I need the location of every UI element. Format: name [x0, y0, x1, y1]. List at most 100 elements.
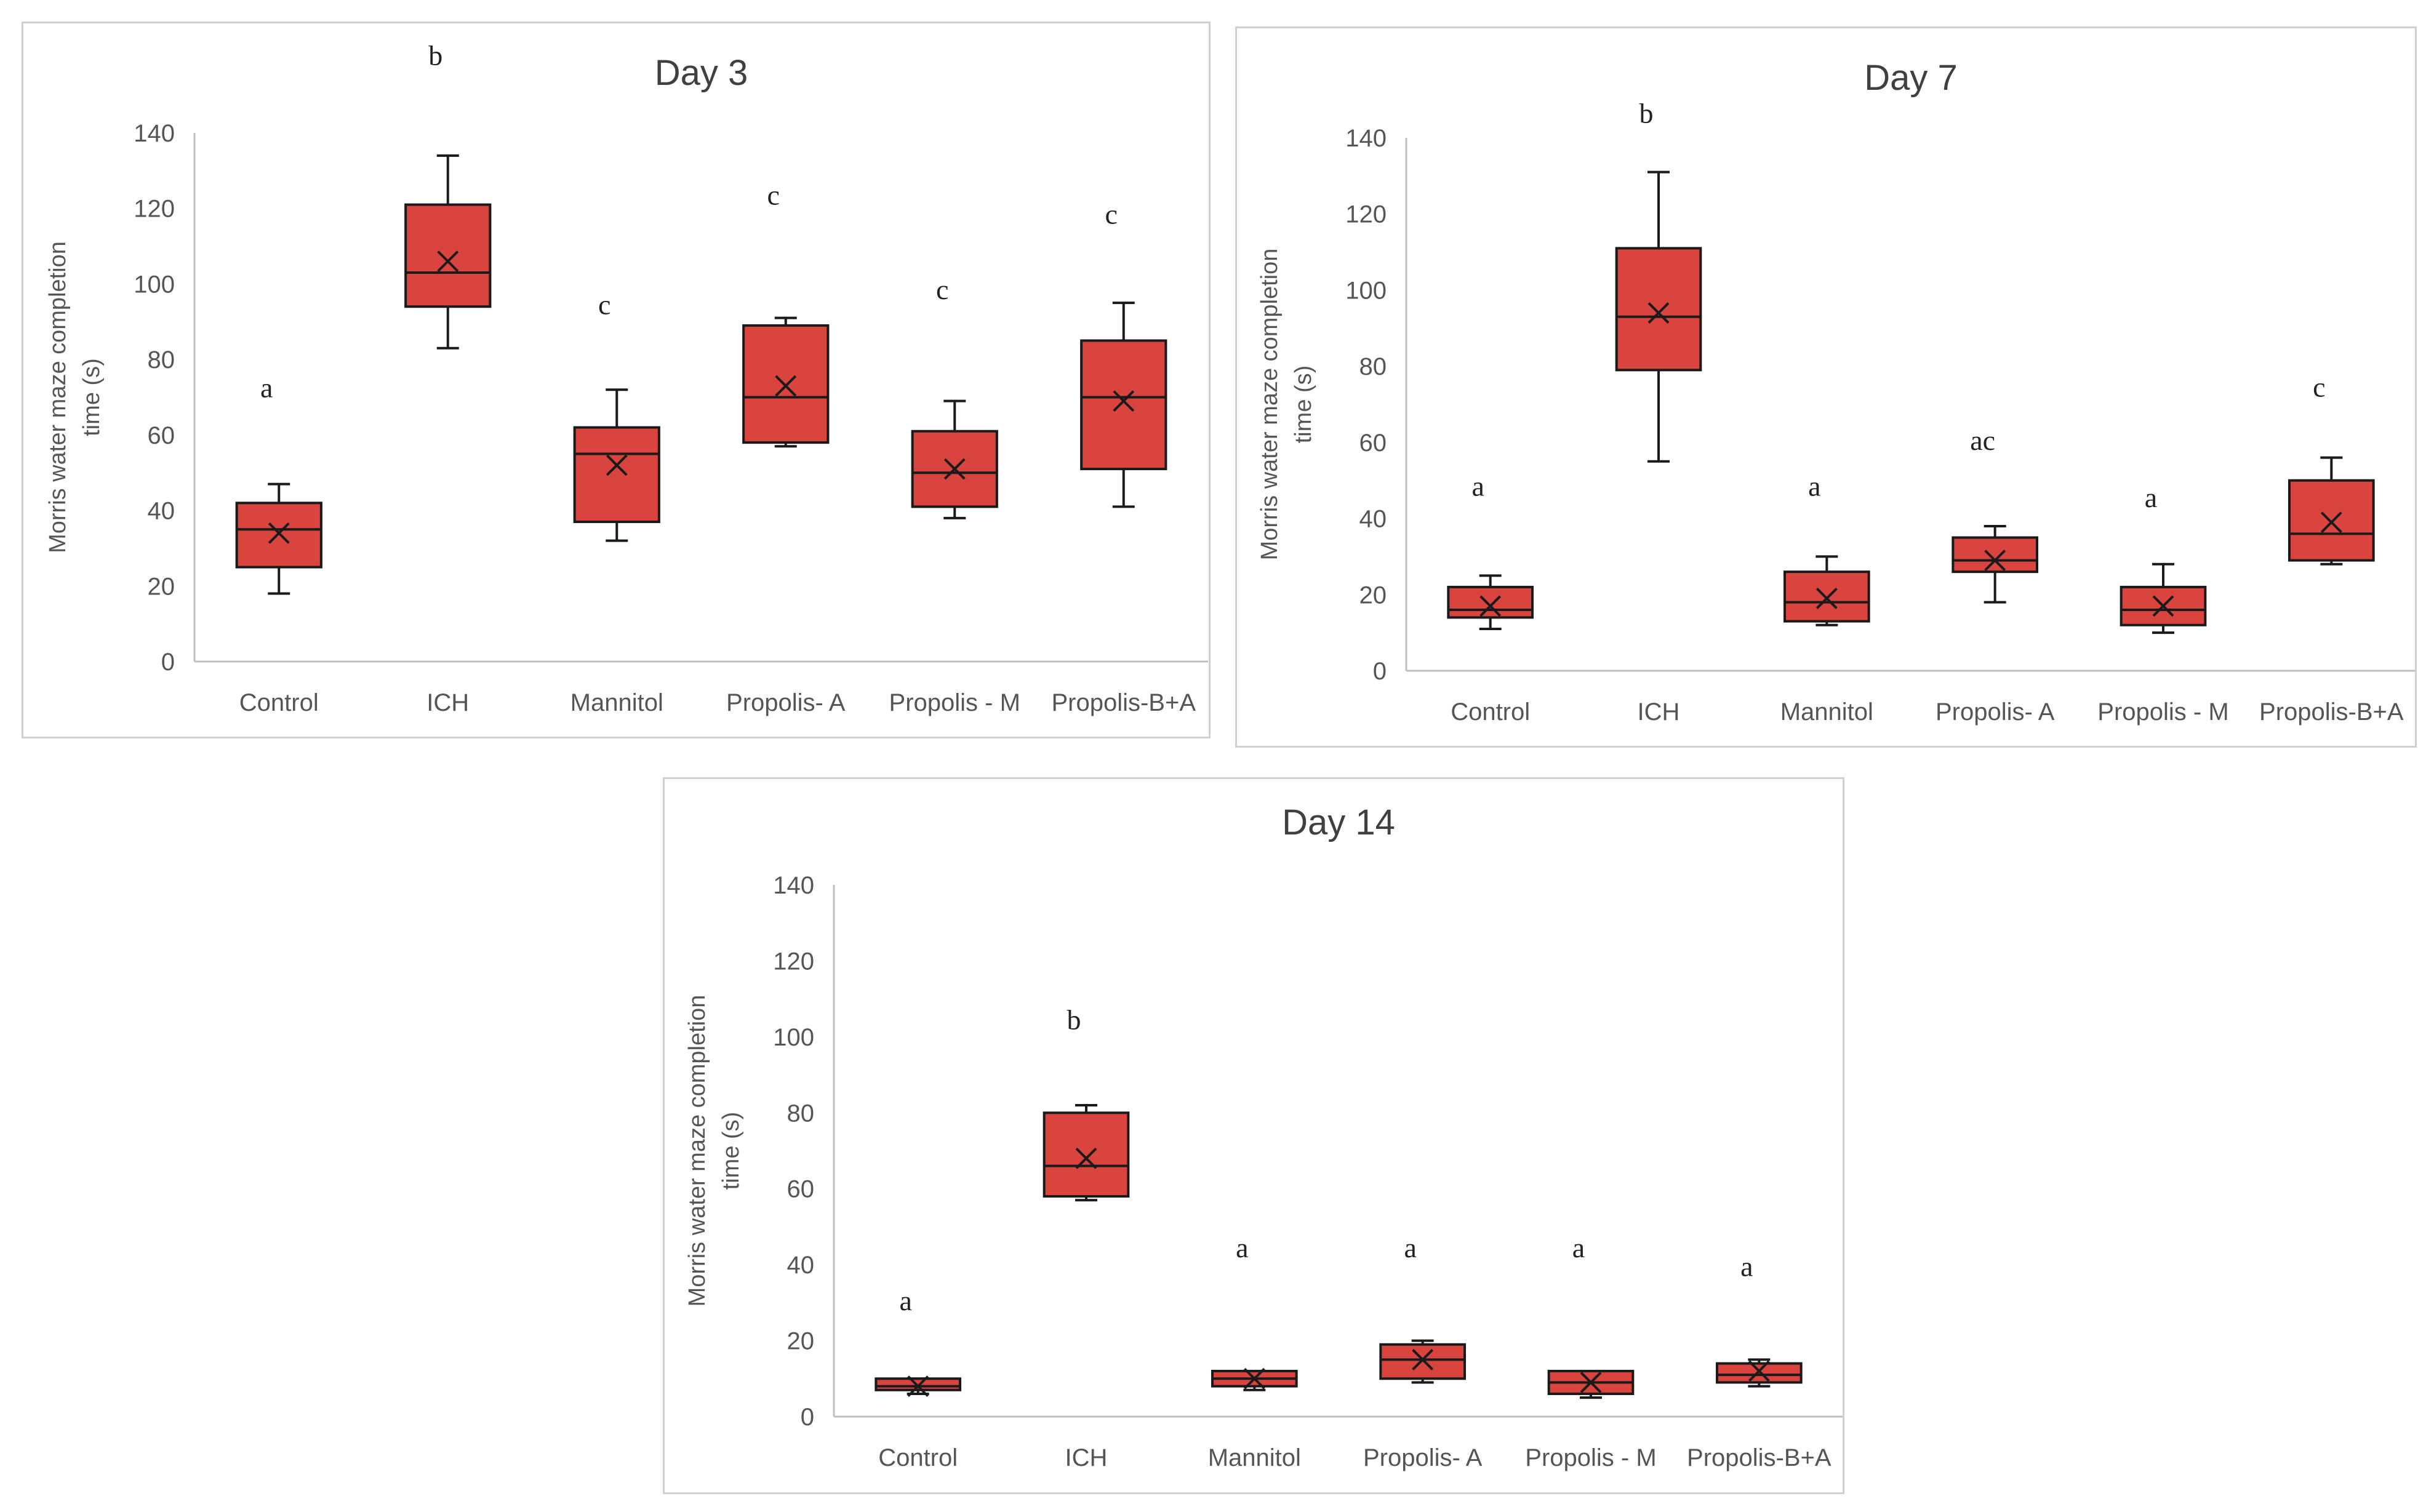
x-tick-label: Control: [239, 689, 319, 716]
y-tick-label: 120: [134, 196, 175, 223]
x-tick-label: Propolis - M: [1525, 1444, 1656, 1471]
box-iqr: [1952, 536, 2039, 574]
y-tick-label: 140: [134, 120, 175, 147]
mean-marker: [1984, 550, 2006, 572]
mean-marker: [437, 250, 459, 273]
y-tick-label: 0: [1373, 658, 1387, 685]
y-tick-label: 60: [1359, 430, 1387, 457]
y-tick-label: 60: [148, 422, 175, 449]
significance-label: c: [598, 289, 611, 321]
box-plot: [911, 399, 998, 519]
y-axis-label: Morris water maze completion: [1257, 249, 1283, 561]
x-tick-label: Propolis-B+A: [1051, 689, 1196, 716]
y-tick-label: 60: [787, 1176, 815, 1203]
y-axis-label: time (s): [1291, 366, 1316, 444]
y-tick-label: 20: [148, 573, 175, 600]
box-plot: [2288, 456, 2375, 566]
box-plot: [1447, 574, 1534, 630]
y-tick-label: 120: [773, 948, 814, 975]
significance-label: b: [1639, 97, 1654, 129]
mean-marker: [1815, 588, 1838, 609]
box-plot: [2120, 562, 2207, 634]
box-iqr: [1716, 1362, 1803, 1384]
box-iqr: [2288, 479, 2375, 562]
y-tick-label: 20: [787, 1328, 815, 1355]
significance-label: ac: [1970, 425, 1995, 456]
box-plot: [1952, 524, 2039, 604]
significance-label: a: [2145, 482, 2157, 513]
x-tick-label: Control: [878, 1444, 958, 1471]
box-plot: [1379, 1339, 1467, 1384]
y-tick-label: 0: [801, 1404, 814, 1431]
box-plot: [1043, 1103, 1130, 1202]
significance-label: a: [1740, 1251, 1753, 1282]
significance-label: a: [1471, 470, 1484, 502]
y-axis-label: time (s): [79, 358, 105, 436]
box-plot: [1080, 302, 1167, 508]
box-iqr: [1615, 247, 1702, 372]
box-plot: [1783, 555, 1870, 626]
mean-marker: [1075, 1147, 1097, 1169]
y-axis-label: time (s): [718, 1112, 744, 1190]
y-tick-label: 100: [773, 1024, 814, 1051]
chart-title: Day 14: [1282, 802, 1395, 842]
box-iqr: [1080, 339, 1167, 471]
mean-marker: [1113, 390, 1135, 412]
y-tick-label: 0: [161, 649, 175, 676]
mean-marker: [943, 458, 966, 480]
y-axis-label: Morris water maze completion: [45, 241, 71, 553]
box-plot: [1547, 1369, 1635, 1399]
y-tick-label: 20: [1359, 582, 1387, 609]
mean-marker: [1647, 302, 1670, 324]
significance-label: c: [2313, 372, 2325, 403]
x-tick-label: ICH: [1065, 1444, 1108, 1471]
box-plot: [573, 388, 660, 542]
chart-svg: Day 14 0 20 40 60 80 100 120 140 Morris water maz…: [684, 802, 1843, 1471]
mean-marker: [1580, 1372, 1602, 1393]
box-plot: [1615, 170, 1702, 463]
mean-marker: [907, 1375, 929, 1398]
x-tick-label: Propolis-B+A: [2259, 698, 2404, 726]
chart-day-3: Day 3 0 20 40 60 80 100 120 140 Morris water maze…: [22, 22, 1211, 738]
chart-svg: Day 3 0 20 40 60 80 100 120 140 Morris water maze…: [45, 40, 1208, 716]
mean-marker: [268, 522, 290, 544]
mean-marker: [606, 454, 628, 476]
x-tick-label: Mannitol: [1208, 1444, 1301, 1471]
mean-marker: [775, 375, 797, 397]
chart-day-7: Day 7 0 20 40 60 80 100 120 140 Morris water maze…: [1235, 26, 2417, 748]
x-tick-label: Control: [1451, 698, 1530, 726]
box-plot: [404, 154, 492, 350]
box-iqr: [875, 1377, 962, 1391]
significance-label: b: [1067, 1004, 1081, 1036]
y-tick-label: 40: [1359, 506, 1387, 533]
box-iqr: [1043, 1111, 1130, 1198]
y-tick-label: 100: [1345, 277, 1387, 304]
x-tick-label: Propolis - M: [889, 689, 1020, 716]
significance-label: a: [1236, 1232, 1248, 1263]
chart-title: Day 7: [1864, 58, 1958, 98]
chart-title: Day 3: [655, 53, 748, 93]
box-iqr: [742, 324, 830, 444]
y-tick-label: 80: [1359, 353, 1387, 380]
significance-label: a: [1572, 1232, 1585, 1263]
box-iqr: [1783, 570, 1870, 623]
box-plot: [742, 316, 830, 448]
box-plot: [1211, 1367, 1298, 1391]
x-tick-label: Propolis- A: [1363, 1444, 1483, 1471]
y-tick-label: 140: [1345, 125, 1387, 152]
mean-marker: [2320, 511, 2342, 534]
significance-label: a: [1404, 1232, 1416, 1263]
box-iqr: [1447, 585, 1534, 619]
box-plot: [235, 482, 322, 595]
x-tick-label: Propolis-B+A: [1687, 1444, 1832, 1471]
significance-label: c: [1105, 198, 1118, 230]
x-tick-label: Mannitol: [1780, 698, 1873, 726]
mean-marker: [2152, 595, 2174, 617]
x-tick-label: Propolis- A: [1936, 698, 2055, 726]
significance-label: c: [767, 180, 780, 211]
mean-marker: [1412, 1349, 1434, 1370]
significance-label: a: [1808, 470, 1820, 502]
mean-marker: [1243, 1367, 1265, 1390]
x-tick-label: Propolis- A: [726, 689, 846, 716]
box-iqr: [235, 502, 322, 569]
